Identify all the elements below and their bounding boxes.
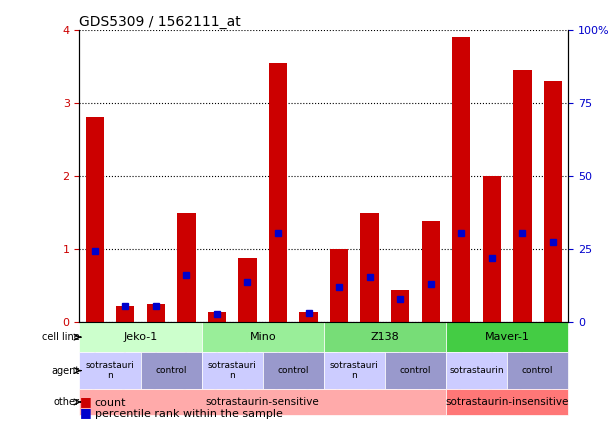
Text: percentile rank within the sample: percentile rank within the sample	[95, 409, 282, 419]
FancyBboxPatch shape	[507, 352, 568, 390]
Bar	[86, 118, 104, 322]
Text: ■: ■	[79, 395, 91, 408]
Text: Z138: Z138	[370, 332, 400, 342]
FancyBboxPatch shape	[202, 352, 263, 390]
FancyBboxPatch shape	[324, 322, 446, 352]
Bar	[483, 176, 501, 322]
Text: control: control	[522, 366, 554, 375]
FancyBboxPatch shape	[79, 390, 446, 415]
Text: sotrastauri
n: sotrastauri n	[330, 361, 379, 380]
Bar	[422, 222, 440, 322]
Text: Jeko-1: Jeko-1	[123, 332, 158, 342]
FancyBboxPatch shape	[141, 352, 202, 390]
FancyBboxPatch shape	[324, 352, 385, 390]
Bar	[544, 81, 562, 322]
FancyBboxPatch shape	[446, 352, 507, 390]
Text: control: control	[277, 366, 309, 375]
Bar	[330, 249, 348, 322]
Bar	[238, 258, 257, 322]
Text: sotrastauri
n: sotrastauri n	[208, 361, 257, 380]
Text: GDS5309 / 1562111_at: GDS5309 / 1562111_at	[79, 14, 241, 29]
Text: ■: ■	[79, 406, 91, 419]
FancyBboxPatch shape	[202, 322, 324, 352]
FancyBboxPatch shape	[385, 352, 446, 390]
Text: sotrastaurin-sensitive: sotrastaurin-sensitive	[206, 397, 320, 407]
FancyBboxPatch shape	[446, 390, 568, 415]
Text: control: control	[400, 366, 431, 375]
FancyBboxPatch shape	[79, 352, 141, 390]
Text: other: other	[53, 397, 79, 407]
Bar	[452, 37, 470, 322]
Text: sotrastaurin: sotrastaurin	[449, 366, 504, 375]
Bar	[269, 63, 287, 322]
Text: Maver-1: Maver-1	[485, 332, 530, 342]
Text: control: control	[155, 366, 187, 375]
Text: sotrastaurin-insensitive: sotrastaurin-insensitive	[445, 397, 569, 407]
Bar	[147, 304, 165, 322]
Bar	[177, 213, 196, 322]
Text: count: count	[95, 398, 126, 408]
Bar	[391, 289, 409, 322]
Text: sotrastauri
n: sotrastauri n	[86, 361, 134, 380]
Text: Mino: Mino	[249, 332, 276, 342]
FancyBboxPatch shape	[79, 322, 202, 352]
Text: agent: agent	[51, 365, 79, 376]
Bar	[116, 306, 134, 322]
Bar	[360, 213, 379, 322]
FancyBboxPatch shape	[446, 322, 568, 352]
Bar	[513, 70, 532, 322]
Text: cell line: cell line	[42, 332, 79, 342]
Bar	[299, 311, 318, 322]
FancyBboxPatch shape	[263, 352, 324, 390]
Bar	[208, 311, 226, 322]
